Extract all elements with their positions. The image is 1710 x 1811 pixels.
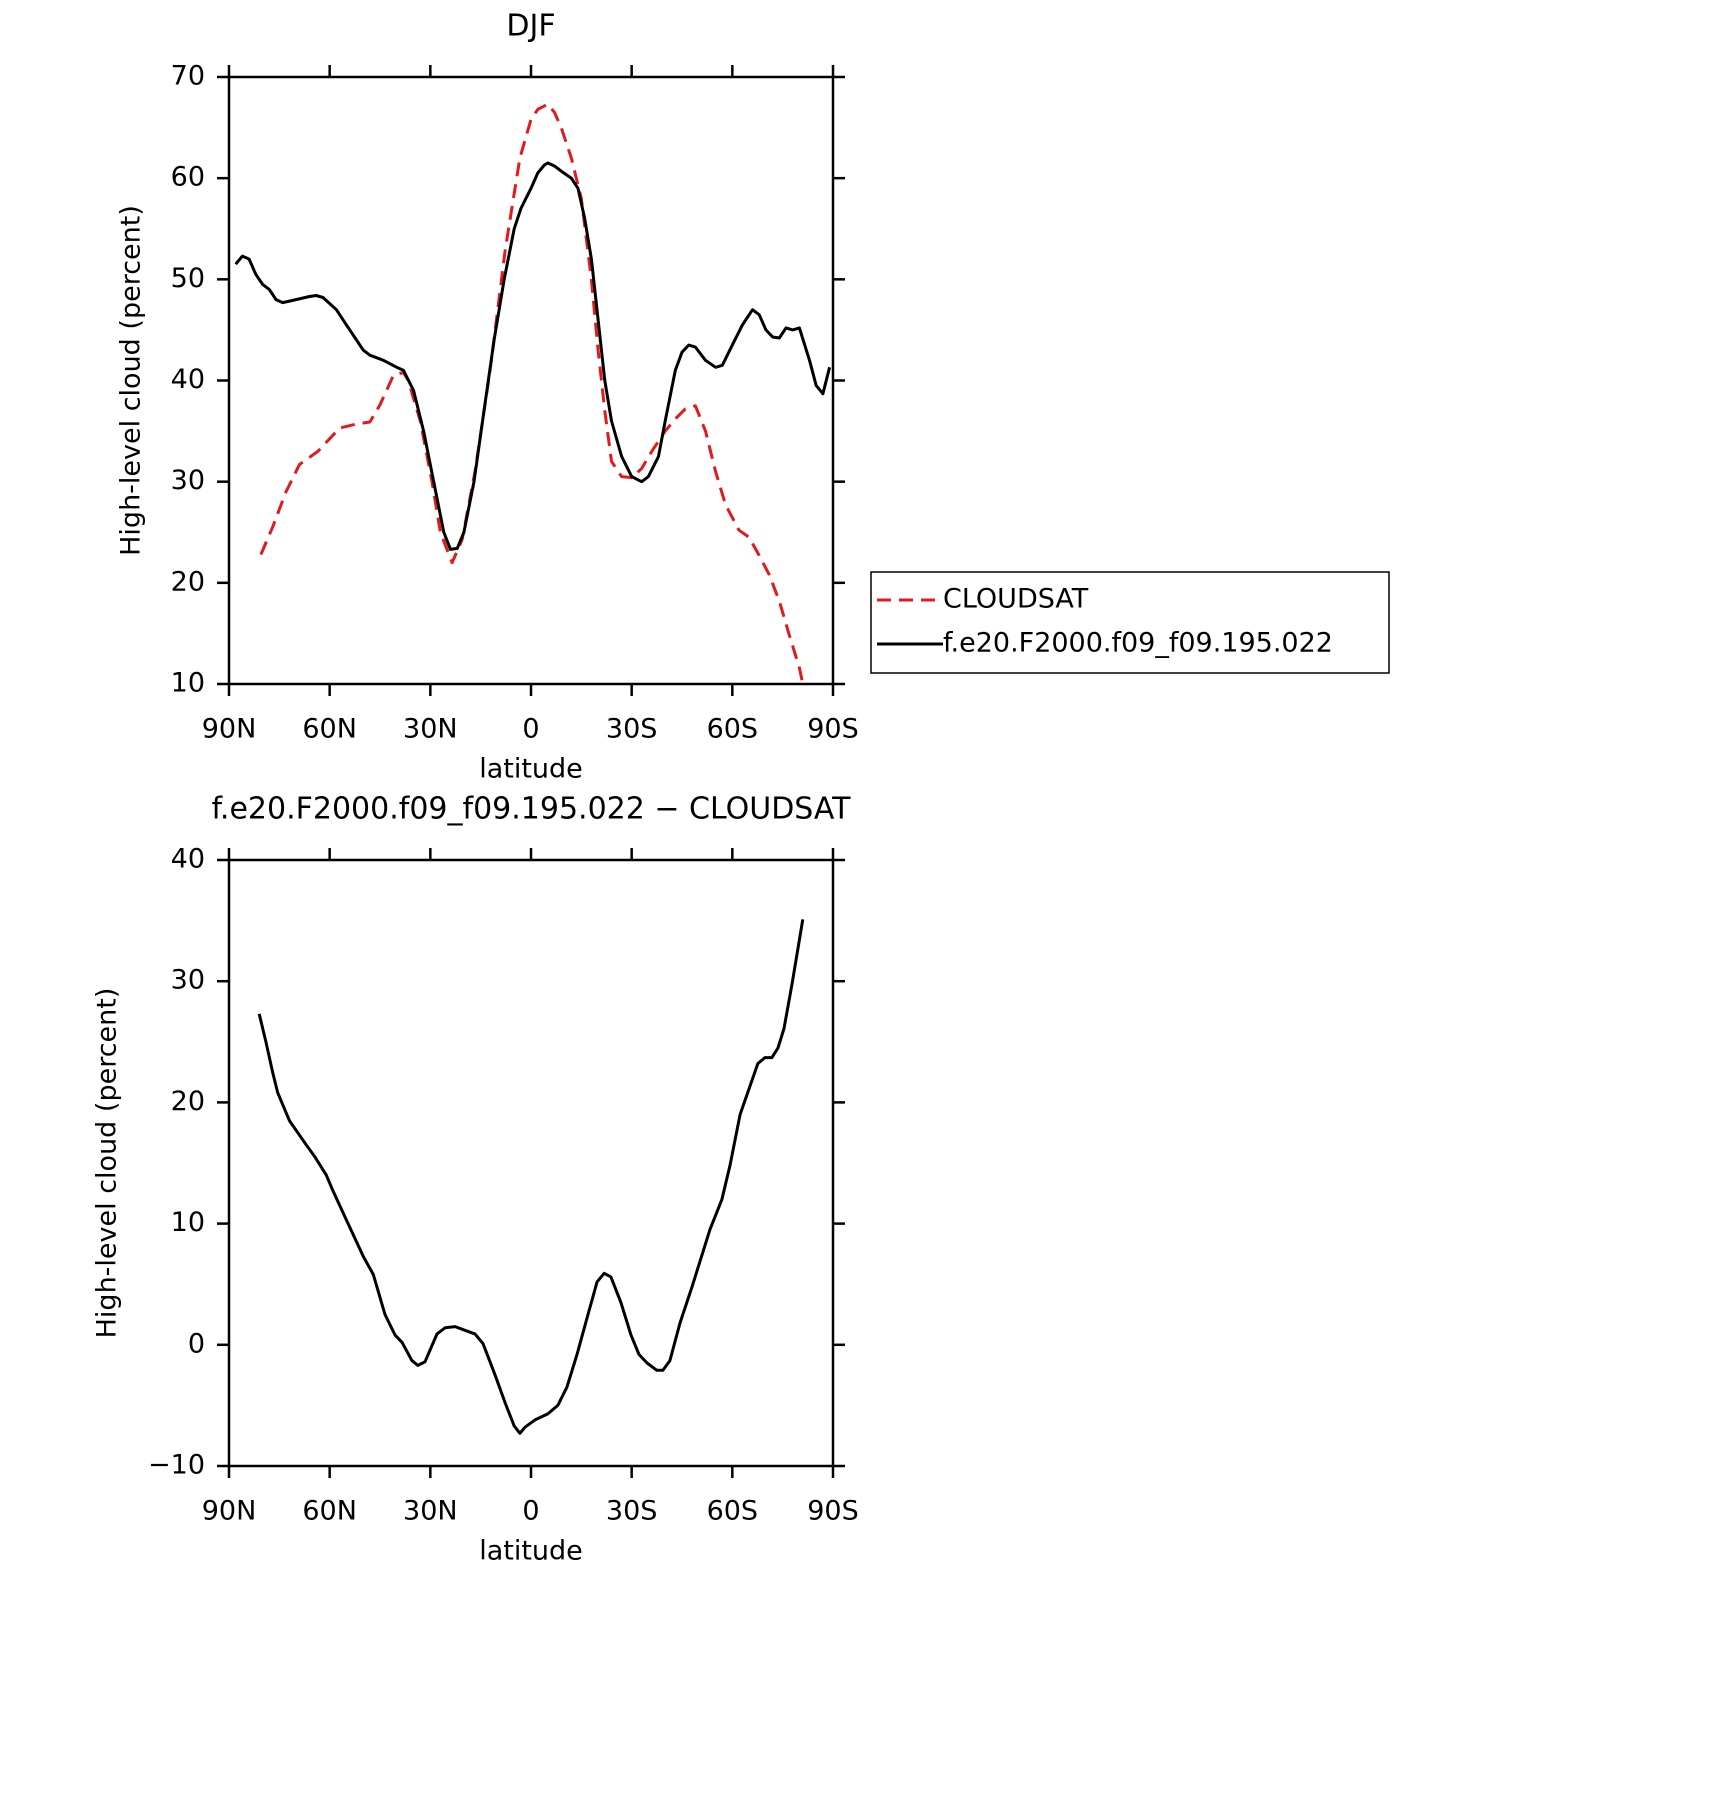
y-tick-label: 10 [171,668,205,699]
y-axis-label: High-level cloud (percent) [116,205,147,556]
y-tick-label: 50 [171,263,205,294]
y-tick-label: −10 [148,1450,205,1481]
x-tick-label: 30N [403,714,458,745]
x-axis-label: latitude [479,754,583,785]
y-tick-label: 30 [171,465,205,496]
x-tick-label: 0 [522,714,539,745]
data-line [257,919,805,1435]
y-tick-label: 10 [171,1207,205,1238]
x-tick-label: 0 [522,1496,539,1527]
x-tick-label: 90S [807,714,859,745]
x-tick-label: 30N [403,1496,458,1527]
x-tick-label: 60S [707,714,759,745]
x-tick-label: 30S [606,714,658,745]
x-tick-label: 90N [202,1496,257,1527]
chart-title: f.e20.F2000.f09_f09.195.022 − CLOUDSAT [212,792,852,827]
legend-label: f.e20.F2000.f09_f09.195.022 [943,628,1333,659]
y-tick-label: 0 [188,1328,205,1359]
y-tick-label: 30 [171,965,205,996]
x-tick-label: 60S [707,1496,759,1527]
x-tick-label: 90S [807,1496,859,1527]
x-tick-label: 90N [202,714,257,745]
y-tick-label: 40 [171,844,205,875]
y-tick-label: 60 [171,162,205,193]
y-tick-label: 20 [171,1086,205,1117]
x-tick-label: 60N [302,714,357,745]
y-axis-label: High-level cloud (percent) [92,988,123,1339]
x-tick-label: 30S [606,1496,658,1527]
y-tick-label: 20 [171,566,205,597]
legend-label: CLOUDSAT [943,584,1089,615]
data-line [259,102,805,685]
y-tick-label: 70 [171,61,205,92]
legend-box [870,571,1390,674]
chart-title: DJF [506,9,555,44]
plot-frame [227,75,835,686]
x-tick-label: 60N [302,1496,357,1527]
y-tick-label: 40 [171,364,205,395]
data-line [234,161,832,551]
x-axis-label: latitude [479,1536,583,1567]
